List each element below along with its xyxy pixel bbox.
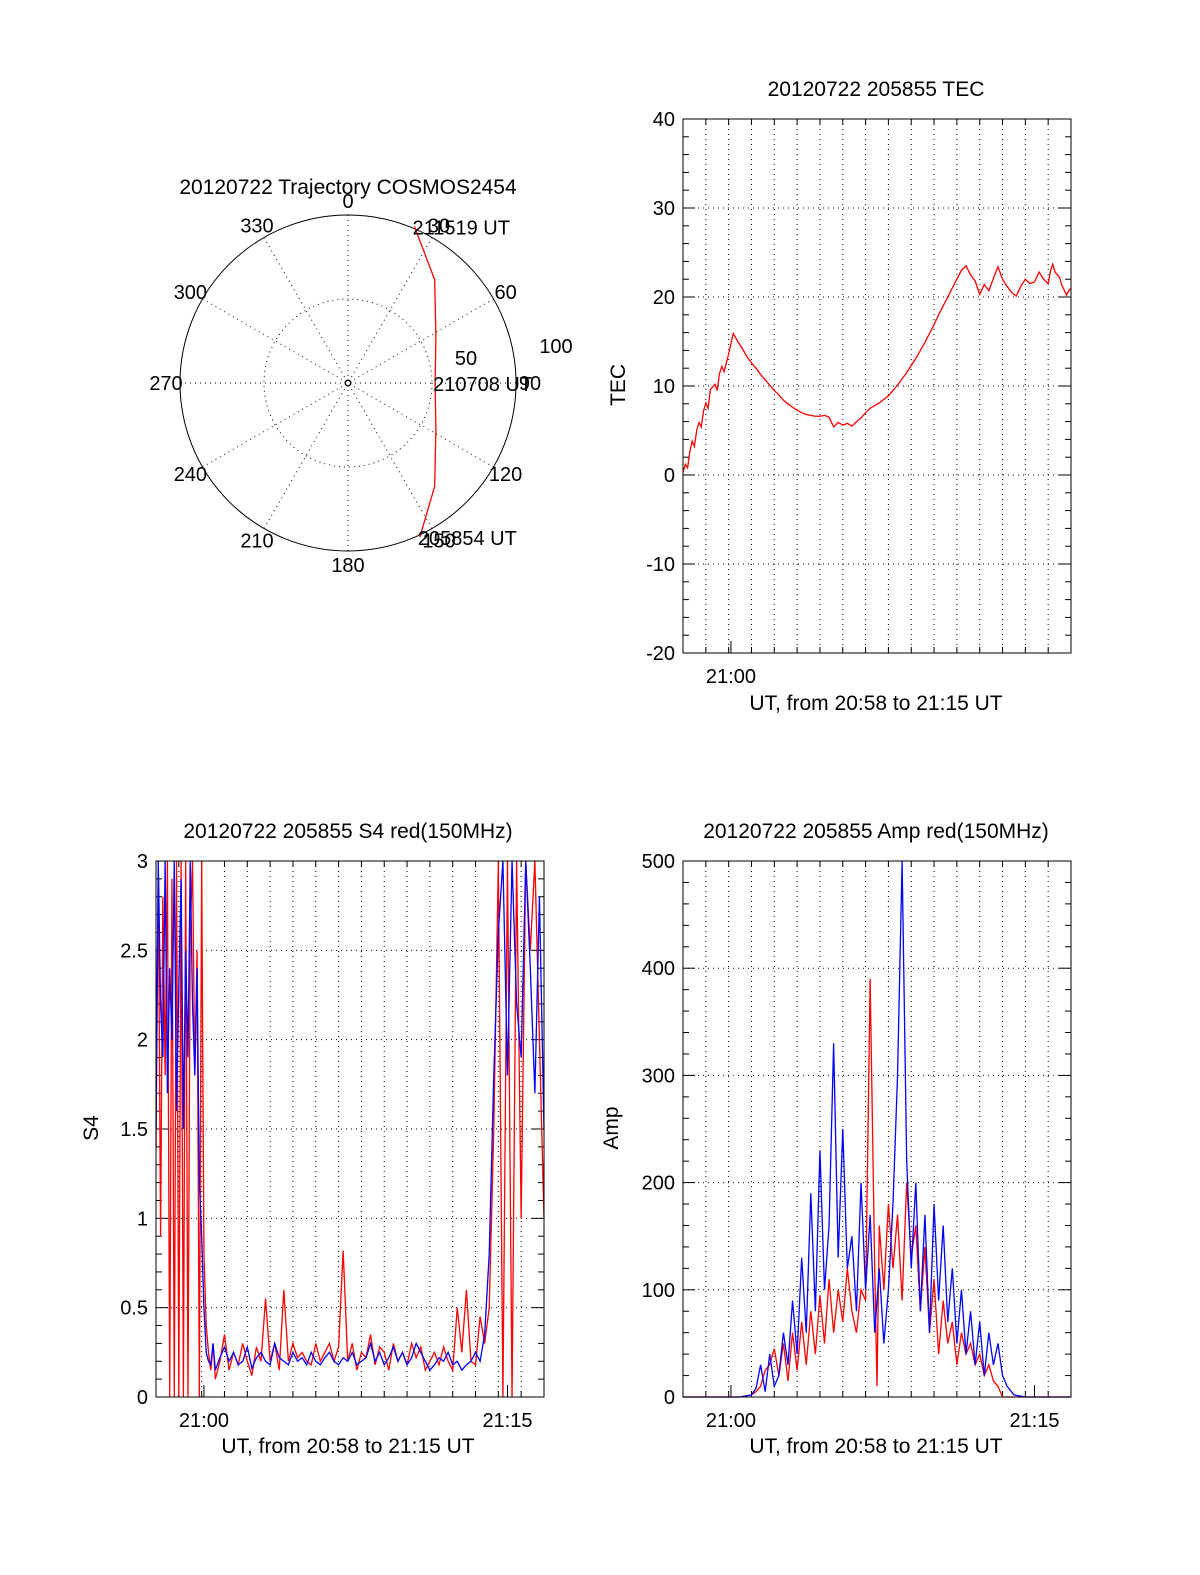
x-tick-label: 21:00 [179,1410,229,1432]
tec-ylabel: TEC [607,364,630,406]
polar-spoke [263,237,433,529]
y-tick-label: 300 [642,1065,675,1087]
y-tick-label: -20 [646,643,675,665]
amp-title: 20120722 205855 Amp red(150MHz) [703,820,1049,843]
y-tick-label: 0.5 [120,1298,148,1320]
azimuth-label: 240 [174,464,207,486]
y-tick-label: 40 [653,109,675,131]
amp-plot: 20120722 205855 Amp red(150MHz) UT, from… [600,820,1072,1458]
radial-label: 100 [539,336,572,358]
track-time-label: 210708 UT [433,374,532,396]
x-tick-label: 21:00 [706,1410,756,1432]
radial-label: 50 [455,348,477,370]
y-tick-label: 3 [137,851,148,873]
polar-spoke [263,237,433,529]
x-tick-label: 21:00 [706,666,756,688]
azimuth-label: 180 [331,555,364,577]
s4-ylabel: S4 [80,1115,103,1141]
plot-frame [682,860,1072,1398]
y-tick-label: 30 [653,198,675,220]
y-tick-label: 0 [664,465,675,487]
y-tick-label: 20 [653,287,675,309]
x-tick-label: 21:15 [1009,1410,1059,1432]
data-series-line [682,261,1072,473]
s4-plot: 20120722 205855 S4 red(150MHz) UT, from … [80,820,545,1458]
polar-inner-ring [263,298,433,468]
azimuth-label: 150 [422,531,455,553]
tec-title: 20120722 205855 TEC [768,78,985,101]
amp-ylabel: Amp [600,1106,623,1149]
y-tick-label: 1.5 [120,1119,148,1141]
y-tick-label: 400 [642,958,675,980]
azimuth-label: 90 [519,373,541,395]
data-series-line [155,860,545,1372]
plot-frame [682,118,1072,654]
y-tick-label: 200 [642,1173,675,1195]
tec-plot: 20120722 205855 TEC UT, from 20:58 to 21… [607,78,1072,715]
y-tick-label: 0 [137,1387,148,1409]
y-tick-label: 2.5 [120,940,148,962]
azimuth-label: 270 [149,373,182,395]
azimuth-label: 120 [489,464,522,486]
data-series-line [683,978,1071,1398]
azimuth-label: 300 [174,282,207,304]
data-series-line [683,860,1071,1398]
satellite-track [413,226,437,538]
azimuth-label: 30 [428,215,450,237]
polar-spoke [202,298,494,468]
y-tick-label: 0 [664,1387,675,1409]
azimuth-label: 60 [494,282,516,304]
s4-title: 20120722 205855 S4 red(150MHz) [183,820,512,843]
amp-xlabel: UT, from 20:58 to 21:15 UT [749,1435,1002,1458]
azimuth-label: 0 [342,191,353,213]
y-tick-label: 2 [137,1030,148,1052]
y-tick-label: 100 [642,1280,675,1302]
x-tick-label: 21:15 [482,1410,532,1432]
s4-xlabel: UT, from 20:58 to 21:15 UT [221,1435,474,1458]
data-series-line [155,860,545,1398]
y-tick-label: 1 [137,1208,148,1230]
trajectory-polar-plot: 20120722 Trajectory COSMOS2454 0 30 60 90 12… [149,176,572,577]
azimuth-label: 210 [240,531,273,553]
y-tick-label: 10 [653,376,675,398]
y-tick-label: -10 [646,554,675,576]
polar-spoke [202,298,494,468]
track-time-label: 211519 UT [412,217,509,239]
trajectory-title: 20120722 Trajectory COSMOS2454 [179,176,517,199]
y-tick-label: 500 [642,851,675,873]
azimuth-label: 330 [240,215,273,237]
plot-frame [155,860,545,1398]
tec-xlabel: UT, from 20:58 to 21:15 UT [749,692,1002,715]
track-time-label: 205854 UT [418,528,517,550]
